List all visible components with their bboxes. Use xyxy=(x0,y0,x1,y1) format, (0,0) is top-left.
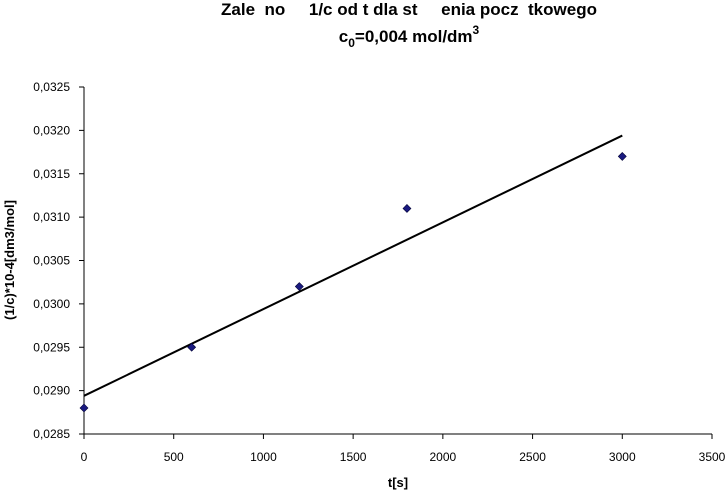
chart-subtitle: c0=0,004 mol/dm3 xyxy=(339,23,480,50)
y-tick-label: 0,0285 xyxy=(33,427,70,441)
data-point-diamond xyxy=(402,204,412,213)
chart-title: Zale no 1/c od t dla st enia pocz tkoweg… xyxy=(221,0,597,19)
plot-area: 0,0285 0,0290 0,0295 0,0300 0,0305 0,0310 0,03… xyxy=(33,80,725,464)
y-axis-title: (1/c)*10-4[dm3/mol] xyxy=(2,200,17,320)
y-tick-label: 0,0325 xyxy=(33,80,70,94)
data-point-diamond xyxy=(294,282,304,291)
x-axis-ticks: 0 500 1000 1500 2000 2500 3000 3500 xyxy=(81,434,726,464)
x-tick-label: 1000 xyxy=(250,450,277,464)
subtitle-superscript: 3 xyxy=(473,23,480,37)
x-tick-label: 3000 xyxy=(609,450,636,464)
y-tick-label: 0,0320 xyxy=(33,123,70,137)
data-points xyxy=(79,151,627,413)
y-tick-label: 0,0300 xyxy=(33,297,70,311)
data-point-diamond xyxy=(79,403,89,413)
subtitle-prefix: c xyxy=(339,27,348,46)
y-tick-label: 0,0310 xyxy=(33,210,70,224)
y-tick-label: 0,0305 xyxy=(33,254,70,268)
x-tick-label: 3500 xyxy=(699,450,726,464)
y-tick-label: 0,0295 xyxy=(33,340,70,354)
data-point-diamond xyxy=(617,151,627,161)
x-tick-label: 2500 xyxy=(519,450,546,464)
y-axis-ticks: 0,0285 0,0290 0,0295 0,0300 0,0305 0,0310 0,03… xyxy=(33,80,84,441)
x-axis-title: t[s] xyxy=(388,475,408,490)
x-tick-label: 2000 xyxy=(430,450,457,464)
data-point-diamond xyxy=(187,342,197,352)
subtitle-main: =0,004 mol/dm xyxy=(355,27,473,46)
trendline xyxy=(83,134,623,397)
y-tick-label: 0,0290 xyxy=(33,384,70,398)
y-tick-label: 0,0315 xyxy=(33,167,70,181)
x-tick-label: 500 xyxy=(164,450,184,464)
x-tick-label: 0 xyxy=(81,450,88,464)
subtitle-subscript: 0 xyxy=(348,36,355,50)
trendline-group xyxy=(83,134,623,397)
x-tick-label: 1500 xyxy=(340,450,367,464)
